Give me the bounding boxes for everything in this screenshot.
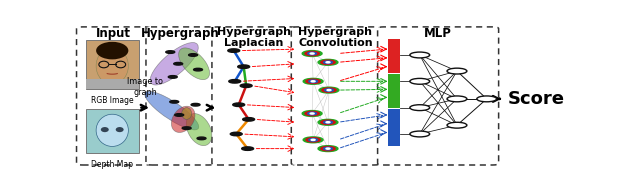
FancyBboxPatch shape (212, 27, 296, 165)
Circle shape (324, 61, 332, 64)
Ellipse shape (96, 48, 129, 84)
Ellipse shape (96, 42, 129, 59)
Circle shape (191, 103, 200, 106)
Circle shape (324, 89, 333, 91)
Circle shape (326, 62, 330, 63)
Circle shape (305, 51, 319, 56)
Circle shape (182, 127, 191, 129)
Circle shape (410, 131, 429, 137)
FancyBboxPatch shape (77, 27, 150, 165)
Circle shape (327, 89, 331, 91)
Circle shape (170, 101, 179, 103)
Circle shape (318, 146, 338, 152)
FancyBboxPatch shape (388, 74, 400, 108)
Circle shape (410, 105, 429, 111)
Circle shape (477, 96, 497, 102)
Circle shape (305, 111, 319, 116)
Ellipse shape (186, 114, 212, 146)
Circle shape (324, 147, 332, 150)
Circle shape (240, 84, 252, 87)
Circle shape (308, 80, 317, 83)
Text: Depth Map: Depth Map (92, 160, 133, 169)
Circle shape (321, 120, 335, 124)
Circle shape (410, 78, 429, 84)
Ellipse shape (182, 108, 191, 119)
Circle shape (311, 81, 315, 82)
Circle shape (193, 68, 202, 71)
Circle shape (410, 52, 429, 58)
Circle shape (168, 76, 177, 78)
Circle shape (308, 112, 317, 115)
Text: RGB Image: RGB Image (91, 96, 134, 105)
FancyBboxPatch shape (86, 109, 138, 153)
Text: Hypergraph
Laplacian: Hypergraph Laplacian (216, 27, 291, 48)
Circle shape (229, 80, 241, 83)
Circle shape (303, 78, 323, 84)
Circle shape (306, 79, 320, 83)
FancyBboxPatch shape (146, 27, 215, 165)
Circle shape (302, 51, 322, 56)
Circle shape (303, 137, 323, 143)
Ellipse shape (145, 91, 199, 130)
Circle shape (173, 63, 182, 65)
Circle shape (326, 148, 330, 149)
Text: Image to
graph: Image to graph (127, 77, 163, 97)
Text: Input: Input (96, 27, 131, 40)
Circle shape (308, 139, 317, 141)
Ellipse shape (101, 127, 109, 132)
Circle shape (322, 88, 336, 92)
Circle shape (197, 137, 206, 140)
Circle shape (237, 65, 250, 68)
FancyBboxPatch shape (291, 27, 380, 165)
Circle shape (189, 54, 198, 56)
Text: Score: Score (508, 90, 564, 108)
Circle shape (321, 60, 335, 64)
Ellipse shape (172, 106, 195, 132)
FancyBboxPatch shape (86, 40, 138, 89)
FancyBboxPatch shape (378, 27, 499, 165)
Circle shape (310, 113, 314, 114)
Circle shape (175, 114, 184, 116)
Ellipse shape (150, 43, 198, 85)
Circle shape (447, 96, 467, 102)
Ellipse shape (96, 114, 129, 146)
Circle shape (228, 49, 240, 52)
Circle shape (233, 103, 244, 106)
Circle shape (447, 68, 467, 74)
Circle shape (321, 146, 335, 151)
FancyBboxPatch shape (86, 79, 138, 89)
Circle shape (308, 52, 317, 55)
Circle shape (326, 122, 330, 123)
Circle shape (447, 122, 467, 128)
Circle shape (302, 111, 322, 116)
Circle shape (243, 118, 255, 121)
Ellipse shape (116, 127, 124, 132)
Text: Hypergraph
Convolution: Hypergraph Convolution (298, 27, 372, 48)
Circle shape (230, 132, 242, 136)
Ellipse shape (179, 48, 209, 80)
FancyBboxPatch shape (388, 39, 400, 73)
Circle shape (242, 147, 253, 150)
Circle shape (311, 139, 315, 140)
Circle shape (166, 51, 175, 53)
Circle shape (306, 138, 320, 142)
Circle shape (310, 53, 314, 54)
Circle shape (319, 87, 339, 93)
Circle shape (318, 119, 338, 125)
Text: Hypergraph: Hypergraph (141, 27, 220, 40)
Circle shape (318, 59, 338, 65)
FancyBboxPatch shape (388, 109, 400, 146)
Circle shape (324, 121, 332, 124)
Text: MLP: MLP (424, 27, 452, 40)
